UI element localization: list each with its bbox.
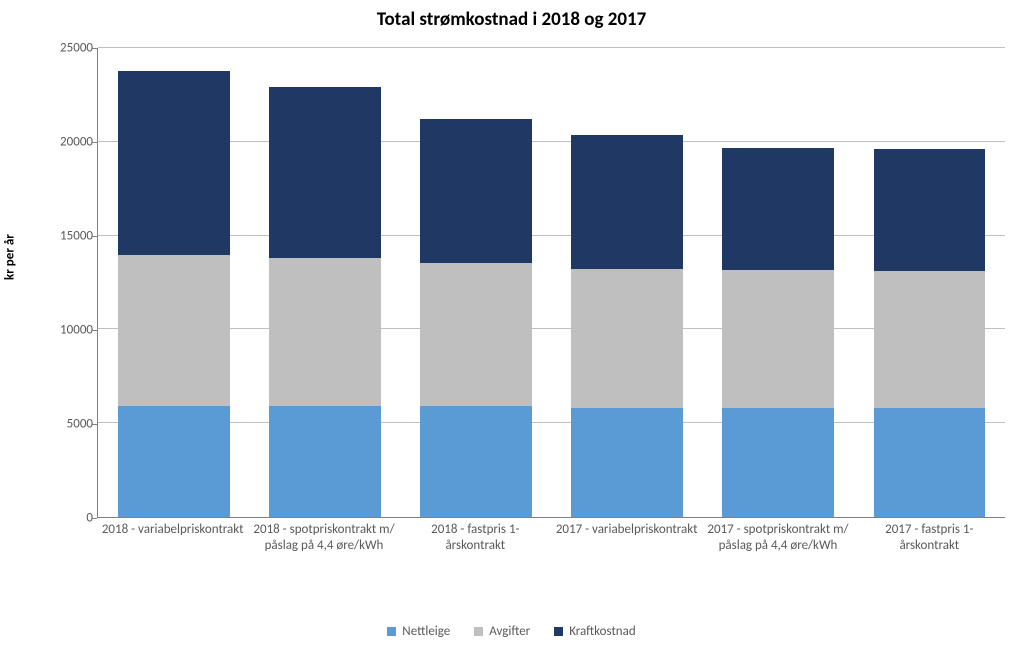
y-tick-label: 10000 <box>33 323 93 338</box>
bar-slot <box>854 48 1005 517</box>
bar <box>571 135 683 517</box>
legend-swatch <box>387 627 396 636</box>
y-tick-label: 25000 <box>33 41 93 56</box>
bar-segment <box>118 406 230 517</box>
bar-segment <box>118 71 230 255</box>
x-axis-label: 2018 - spotpriskontrakt m/ påslag på 4,4… <box>248 522 399 555</box>
bars-container <box>98 48 1005 517</box>
bar-segment <box>420 119 532 263</box>
chart-title: Total strømkostnad i 2018 og 2017 <box>0 8 1023 31</box>
bar-slot <box>400 48 551 517</box>
y-tick-label: 15000 <box>33 229 93 244</box>
bar-segment <box>571 269 683 408</box>
y-tick-label: 0 <box>33 511 93 526</box>
legend-swatch <box>554 627 563 636</box>
bar-segment <box>118 255 230 406</box>
bar-segment <box>269 406 381 517</box>
y-tick-label: 20000 <box>33 135 93 150</box>
legend-item: Kraftkostnad <box>554 624 635 639</box>
bar-segment <box>722 270 834 408</box>
legend-label: Nettleige <box>402 624 450 639</box>
legend-swatch <box>474 627 483 636</box>
plot-area <box>97 48 1005 518</box>
bar-slot <box>552 48 703 517</box>
bar-slot <box>703 48 854 517</box>
bar-segment <box>722 148 834 270</box>
y-axis-label: kr per år <box>3 234 18 280</box>
bar-segment <box>269 87 381 258</box>
bar <box>269 87 381 518</box>
x-axis-labels: 2018 - variabelpriskontrakt2018 - spotpr… <box>97 522 1005 555</box>
bar-slot <box>98 48 249 517</box>
bar <box>722 148 834 517</box>
bar <box>874 149 986 517</box>
bar-segment <box>874 149 986 270</box>
legend-item: Nettleige <box>387 624 450 639</box>
legend-label: Kraftkostnad <box>569 624 635 639</box>
x-axis-label: 2018 - variabelpriskontrakt <box>97 522 248 555</box>
y-tick-label: 5000 <box>33 417 93 432</box>
bar-segment <box>269 258 381 407</box>
x-axis-label: 2018 - fastpris 1-årskontrakt <box>400 522 551 555</box>
bar-segment <box>420 406 532 517</box>
bar-segment <box>571 408 683 517</box>
legend: Nettleige Avgifter Kraftkostnad <box>0 624 1023 639</box>
bar-segment <box>571 135 683 268</box>
bar-segment <box>874 271 986 408</box>
bar-slot <box>249 48 400 517</box>
legend-label: Avgifter <box>489 624 530 639</box>
x-axis-label: 2017 - variabelpriskontrakt <box>551 522 702 555</box>
bar-segment <box>874 408 986 517</box>
legend-item: Avgifter <box>474 624 530 639</box>
bar-segment <box>420 263 532 406</box>
bar-segment <box>722 408 834 517</box>
x-axis-label: 2017 - spotpriskontrakt m/ påslag på 4,4… <box>702 522 853 555</box>
y-tick-mark <box>92 518 97 519</box>
bar <box>118 71 230 517</box>
bar <box>420 119 532 517</box>
x-axis-label: 2017 - fastpris 1-årskontrakt <box>854 522 1005 555</box>
